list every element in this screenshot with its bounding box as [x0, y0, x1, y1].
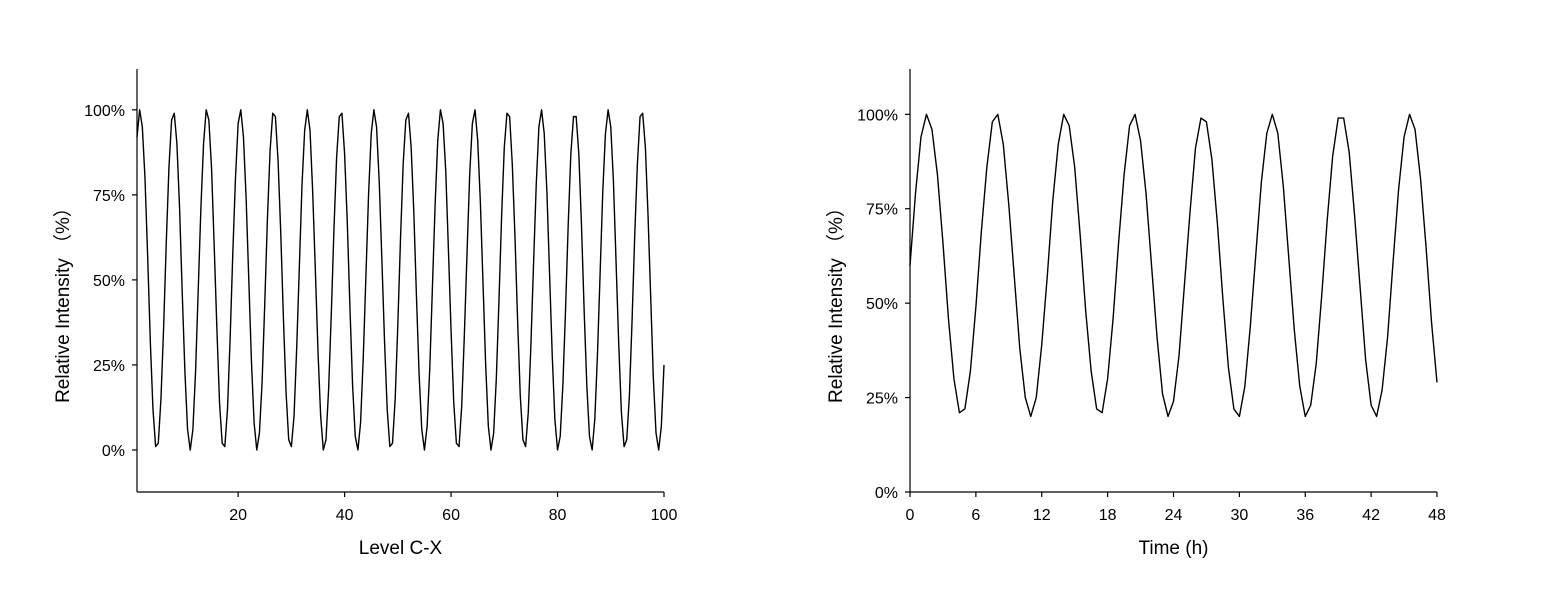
y-axis-label: Relative Intensity （%）: [52, 198, 74, 403]
x-tick-label: 6: [971, 507, 980, 524]
x-tick-label: 42: [1362, 507, 1380, 524]
chart: 0% 25% 50% 75% 100% 0 6 12 18 24 30 36 42 48 Time (h) R…: [825, 69, 1446, 559]
x-tick-label: 12: [1033, 507, 1051, 524]
y-tick-label: 75%: [866, 202, 898, 219]
y-axis-label: Relative Intensity （%）: [825, 198, 847, 403]
x-tick-label: 40: [336, 507, 354, 524]
data-line: [136, 109, 665, 451]
x-axis-label: Level C-X: [359, 538, 443, 559]
x-tick-label: 60: [442, 507, 460, 524]
y-tick-label: 0%: [875, 485, 898, 502]
y-tick-label: 0%: [102, 443, 125, 460]
x-axis-label: Time (h): [1138, 538, 1208, 559]
x-tick-label: 100: [651, 507, 678, 524]
x-tick-label: 24: [1165, 507, 1183, 524]
x-tick-label: 20: [229, 507, 247, 524]
y-tick-label: 50%: [93, 273, 125, 290]
y-tick-label: 25%: [93, 358, 125, 375]
x-tick-label: 36: [1296, 507, 1314, 524]
y-tick-label: 75%: [93, 188, 125, 205]
x-tick-label: 0: [906, 507, 915, 524]
chart: 0% 25% 50% 75% 100% 20 40 60 80 100 Level C-X Relat…: [52, 69, 677, 559]
data-line: [909, 113, 1438, 418]
y-tick-label: 100%: [857, 107, 898, 124]
y-tick-label: 25%: [866, 391, 898, 408]
x-tick-label: 80: [549, 507, 567, 524]
x-tick-label: 18: [1099, 507, 1117, 524]
x-tick-label: 48: [1428, 507, 1446, 524]
y-tick-label: 100%: [84, 103, 125, 120]
y-tick-label: 50%: [866, 296, 898, 313]
x-tick-label: 30: [1230, 507, 1248, 524]
